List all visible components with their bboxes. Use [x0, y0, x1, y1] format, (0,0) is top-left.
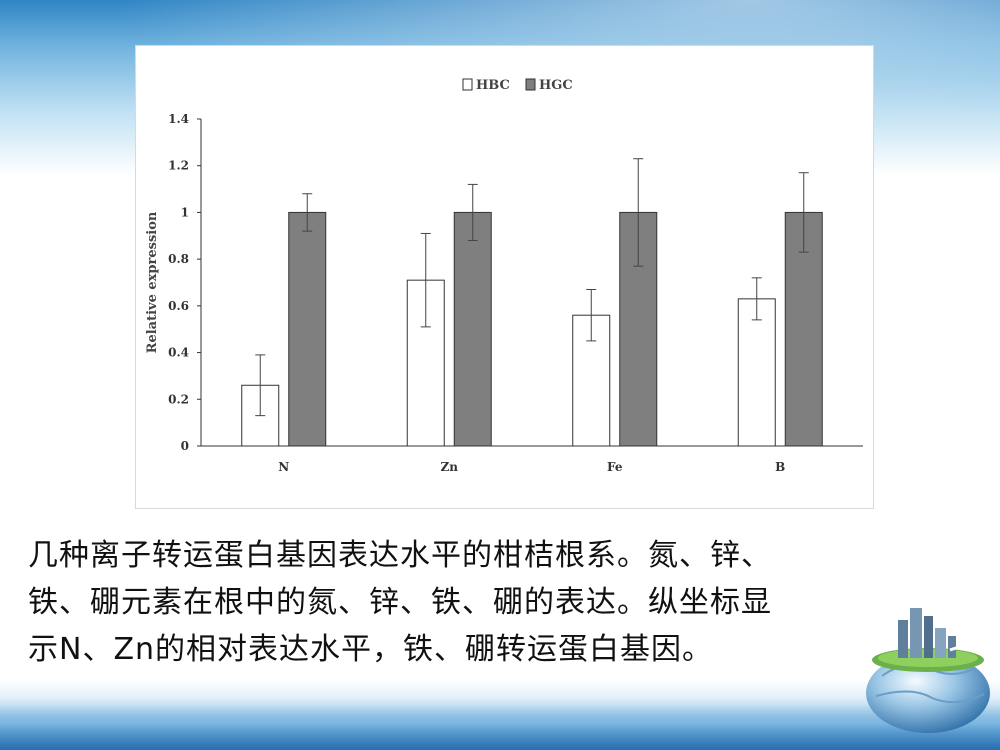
footer-background — [0, 698, 1000, 750]
legend-label-hgc: HGC — [539, 78, 573, 93]
bar-hgc-zn — [453, 211, 492, 447]
caption: 几种离子转运蛋白基因表达水平的柑桔根系。氮、锌、 铁、硼元素在根中的氮、锌、铁、… — [28, 532, 928, 673]
legend-swatch-hgc — [525, 78, 536, 91]
y-tick-label: 0.4 — [168, 346, 189, 360]
x-tick-label: N — [278, 460, 289, 474]
x-tick-label: Fe — [607, 460, 623, 474]
y-tick-label: 0.6 — [168, 299, 189, 313]
chart-panel: 0 0.2 0.4 0.6 0.8 1 1.2 1.4 Relative expression N… — [135, 45, 874, 509]
y-tick-label: 1.4 — [168, 112, 189, 126]
y-axis-label: Relative expression — [145, 211, 160, 353]
bar-hbc-b — [737, 298, 776, 447]
x-tick-label: B — [775, 460, 785, 474]
caption-line-1: 几种离子转运蛋白基因表达水平的柑桔根系。氮、锌、 — [28, 538, 772, 573]
bar-chart: 0 0.2 0.4 0.6 0.8 1 1.2 1.4 Relative expression N… — [145, 78, 863, 474]
legend-swatch-hbc — [462, 78, 473, 91]
globe-city-icon — [862, 598, 994, 738]
caption-line-3: 示N、Zn的相对表达水平，铁、硼转运蛋白基因。 — [28, 632, 714, 667]
y-tick-label: 0 — [181, 439, 189, 453]
y-tick-label: 0.8 — [168, 252, 189, 266]
x-tick-label: Zn — [441, 460, 459, 474]
y-tick-label: 0.2 — [168, 392, 189, 406]
y-tick-label: 1.2 — [168, 159, 189, 173]
bar-hgc-n — [288, 211, 327, 447]
legend-label-hbc: HBC — [476, 78, 510, 93]
caption-line-2: 铁、硼元素在根中的氮、锌、铁、硼的表达。纵坐标显 — [28, 585, 772, 620]
y-tick-label: 1 — [181, 205, 189, 219]
